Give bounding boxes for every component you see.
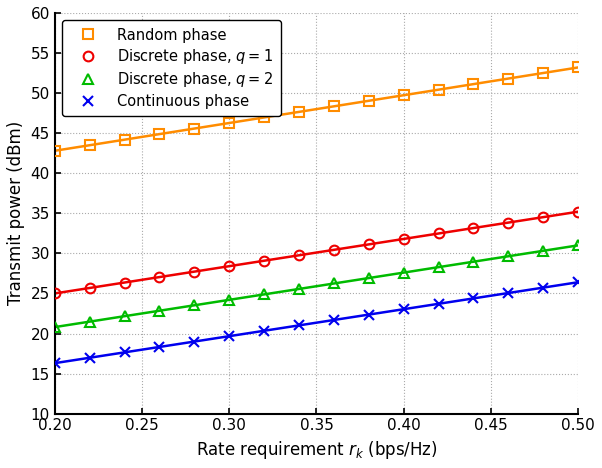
Random phase [400, 92, 408, 98]
Continuous phase [504, 290, 512, 296]
Discrete phase, $q = 2$ [435, 264, 442, 270]
Continuous phase [365, 312, 373, 317]
Discrete phase, $q = 1$ [504, 220, 512, 226]
Continuous phase [400, 307, 408, 312]
X-axis label: Rate requirement $r_k$ (bps/Hz): Rate requirement $r_k$ (bps/Hz) [196, 439, 437, 461]
Random phase [365, 98, 373, 103]
Discrete phase, $q = 2$ [365, 275, 373, 281]
Line: Discrete phase, $q = 1$: Discrete phase, $q = 1$ [50, 207, 583, 298]
Random phase [435, 87, 442, 93]
Discrete phase, $q = 2$ [504, 254, 512, 259]
Random phase [86, 142, 93, 148]
Random phase [330, 103, 338, 109]
Discrete phase, $q = 2$ [400, 270, 408, 275]
Continuous phase [86, 355, 93, 360]
Line: Continuous phase: Continuous phase [50, 278, 583, 368]
Discrete phase, $q = 1$ [296, 252, 303, 258]
Discrete phase, $q = 2$ [470, 259, 477, 264]
Continuous phase [121, 350, 128, 355]
Continuous phase [574, 279, 582, 285]
Discrete phase, $q = 1$ [191, 269, 198, 274]
Line: Random phase: Random phase [50, 63, 583, 156]
Discrete phase, $q = 1$ [226, 263, 233, 269]
Discrete phase, $q = 1$ [435, 231, 442, 236]
Discrete phase, $q = 2$ [121, 314, 128, 319]
Continuous phase [261, 328, 268, 334]
Discrete phase, $q = 2$ [539, 248, 547, 254]
Continuous phase [226, 333, 233, 339]
Random phase [470, 81, 477, 87]
Discrete phase, $q = 1$ [470, 225, 477, 231]
Discrete phase, $q = 1$ [330, 247, 338, 253]
Random phase [296, 109, 303, 115]
Discrete phase, $q = 2$ [51, 324, 58, 330]
Discrete phase, $q = 1$ [365, 241, 373, 247]
Discrete phase, $q = 2$ [261, 292, 268, 297]
Discrete phase, $q = 2$ [156, 308, 163, 314]
Random phase [504, 76, 512, 81]
Random phase [261, 115, 268, 120]
Random phase [191, 126, 198, 132]
Continuous phase [435, 301, 442, 307]
Y-axis label: Transmit power (dBm): Transmit power (dBm) [7, 121, 25, 306]
Discrete phase, $q = 2$ [86, 319, 93, 324]
Continuous phase [191, 339, 198, 344]
Continuous phase [156, 344, 163, 350]
Continuous phase [539, 285, 547, 291]
Continuous phase [330, 317, 338, 323]
Discrete phase, $q = 2$ [191, 302, 198, 308]
Random phase [574, 65, 582, 70]
Discrete phase, $q = 2$ [296, 286, 303, 292]
Random phase [156, 132, 163, 137]
Continuous phase [470, 296, 477, 301]
Discrete phase, $q = 1$ [121, 280, 128, 285]
Random phase [121, 137, 128, 142]
Discrete phase, $q = 1$ [539, 214, 547, 220]
Discrete phase, $q = 1$ [400, 236, 408, 242]
Random phase [226, 120, 233, 126]
Discrete phase, $q = 2$ [226, 297, 233, 303]
Legend: Random phase, Discrete phase, $q = 1$, Discrete phase, $q = 2$, Continuous phase: Random phase, Discrete phase, $q = 1$, D… [62, 20, 281, 116]
Discrete phase, $q = 1$ [156, 274, 163, 280]
Continuous phase [296, 322, 303, 328]
Continuous phase [51, 360, 58, 366]
Discrete phase, $q = 2$ [330, 281, 338, 286]
Random phase [51, 148, 58, 154]
Discrete phase, $q = 1$ [51, 291, 58, 296]
Discrete phase, $q = 1$ [574, 209, 582, 214]
Random phase [539, 70, 547, 76]
Discrete phase, $q = 1$ [86, 285, 93, 291]
Discrete phase, $q = 2$ [574, 242, 582, 248]
Discrete phase, $q = 1$ [261, 258, 268, 263]
Line: Discrete phase, $q = 2$: Discrete phase, $q = 2$ [50, 241, 583, 332]
